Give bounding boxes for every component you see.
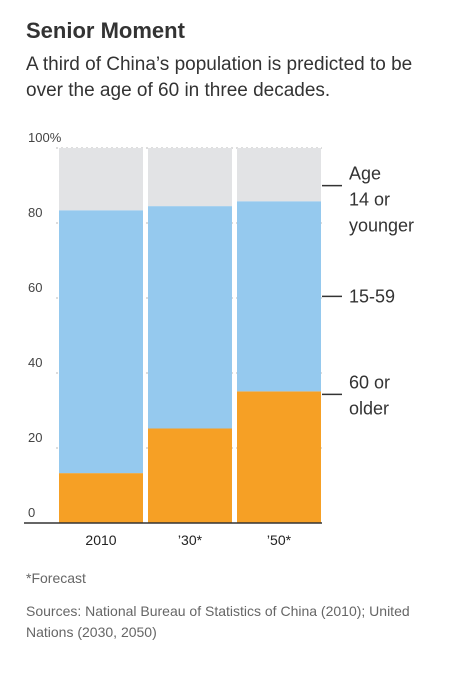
legend-label-2-line-0: 60 or [349,372,390,392]
legend-label-2-line-1: older [349,398,389,418]
x-tick-label-0: 2010 [85,532,116,548]
legend-label-1-line-0: 15-59 [349,286,395,306]
x-tick-label-1: ’30* [178,532,203,548]
legend-label-0-line-2: younger [349,216,414,236]
y-tick-label-40: 40 [28,355,42,370]
chart-subtitle: A third of China’s population is predict… [26,54,413,101]
bar-0-14-0 [59,148,143,211]
bar-60-plus-1 [148,428,232,523]
y-tick-label-80: 80 [28,205,42,220]
stacked-bar-chart: 0 20 40 60 80 100% 2010 ’30* ’50* Age 14 or younger… [24,130,414,548]
bar-0-14-2 [237,148,321,202]
bar-60-plus-0 [59,473,143,523]
legend-label-0-line-0: Age [349,164,381,184]
sources-note: Sources: National Bureau of Statistics o… [26,603,410,640]
y-tick-label-100: 100% [28,130,62,145]
bar-60-plus-2 [237,391,321,523]
bar-0-14-1 [148,148,232,207]
legend-label-0-line-1: 14 or [349,190,390,210]
bar-15-59-2 [237,201,321,392]
x-tick-label-2: ’50* [267,532,292,548]
y-tick-label-60: 60 [28,280,42,295]
bar-15-59-0 [59,210,143,474]
chart-title: Senior Moment [26,18,185,43]
y-tick-label-0: 0 [28,505,35,520]
forecast-footnote: *Forecast [26,570,86,586]
y-tick-label-20: 20 [28,430,42,445]
bar-15-59-1 [148,206,232,429]
